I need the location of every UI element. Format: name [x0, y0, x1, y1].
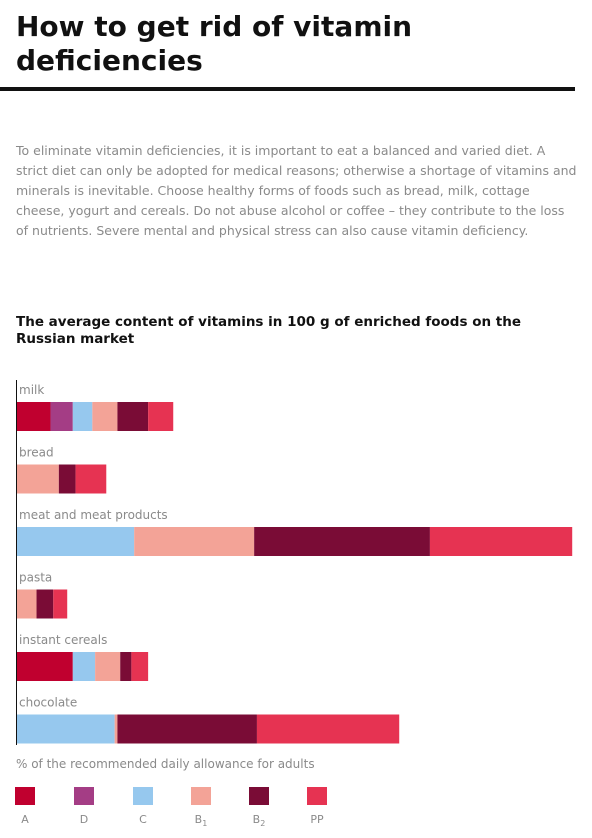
bar-segment-pp: [256, 714, 400, 744]
legend: A D C B1 B2 PP: [0, 787, 592, 837]
intro-paragraph: To eliminate vitamin deficiencies, it is…: [16, 143, 577, 238]
legend-swatch: [191, 787, 211, 805]
legend-item-b2: B2: [239, 787, 279, 828]
bar-segment-b2: [120, 652, 132, 681]
category-label: milk: [19, 383, 44, 397]
page-title: How to get rid of vitamin deficiencies: [16, 10, 413, 77]
bar-segment-c: [72, 402, 93, 431]
bar-segment-b1: [17, 589, 37, 619]
legend-label: C: [139, 813, 147, 826]
bar-segment-b2: [117, 714, 257, 744]
legend-label: PP: [310, 813, 324, 826]
legend-swatch: [74, 787, 94, 805]
category-label: meat and meat products: [19, 508, 168, 522]
category-label: bread: [19, 446, 54, 460]
bar-segment-b1: [114, 714, 118, 744]
bar-segment-c: [72, 652, 96, 681]
legend-item-d: D: [64, 787, 104, 826]
legend-item-b1: B1: [181, 787, 221, 828]
bar-segment-pp: [53, 589, 68, 619]
bar-segment-c: [17, 714, 115, 744]
category-label: pasta: [19, 571, 52, 585]
category-label: chocolate: [19, 696, 77, 710]
legend-swatch: [133, 787, 153, 805]
x-axis-label: % of the recommended daily allowance for…: [16, 757, 315, 771]
chart-title: The average content of vitamins in 100 g…: [16, 314, 522, 347]
bar-segment-a: [17, 402, 51, 431]
bar-segment-b1: [95, 652, 121, 681]
legend-item-a: A: [5, 787, 45, 826]
legend-label: B2: [252, 813, 266, 829]
legend-swatch: [15, 787, 35, 805]
stacked-bar-chart: milk bread meat and meat products pasta inst…: [16, 380, 573, 745]
bar-segment-b2: [36, 589, 54, 619]
bar-segment-pp: [75, 464, 107, 494]
title-rule: [0, 87, 575, 91]
bar-segment-pp: [131, 652, 149, 681]
bar-segment-c: [17, 527, 135, 556]
bar-segment-b1: [134, 527, 255, 556]
legend-item-c: C: [123, 787, 163, 826]
legend-swatch: [249, 787, 269, 805]
bar-segment-b1: [92, 402, 118, 431]
legend-swatch: [307, 787, 327, 805]
bar-segment-d: [50, 402, 73, 431]
bar-segment-b2: [117, 402, 149, 431]
legend-label: A: [21, 813, 29, 826]
legend-item-pp: PP: [297, 787, 337, 826]
bar-segment-b2: [254, 527, 430, 556]
bar-segment-pp: [148, 402, 174, 431]
bar-segment-a: [17, 652, 73, 681]
bar-segment-b1: [17, 464, 59, 494]
bar-segment-b2: [58, 464, 76, 494]
legend-label: B1: [194, 813, 208, 829]
bar-segment-pp: [429, 527, 573, 556]
legend-label: D: [79, 813, 89, 826]
category-label: instant cereals: [19, 633, 107, 647]
